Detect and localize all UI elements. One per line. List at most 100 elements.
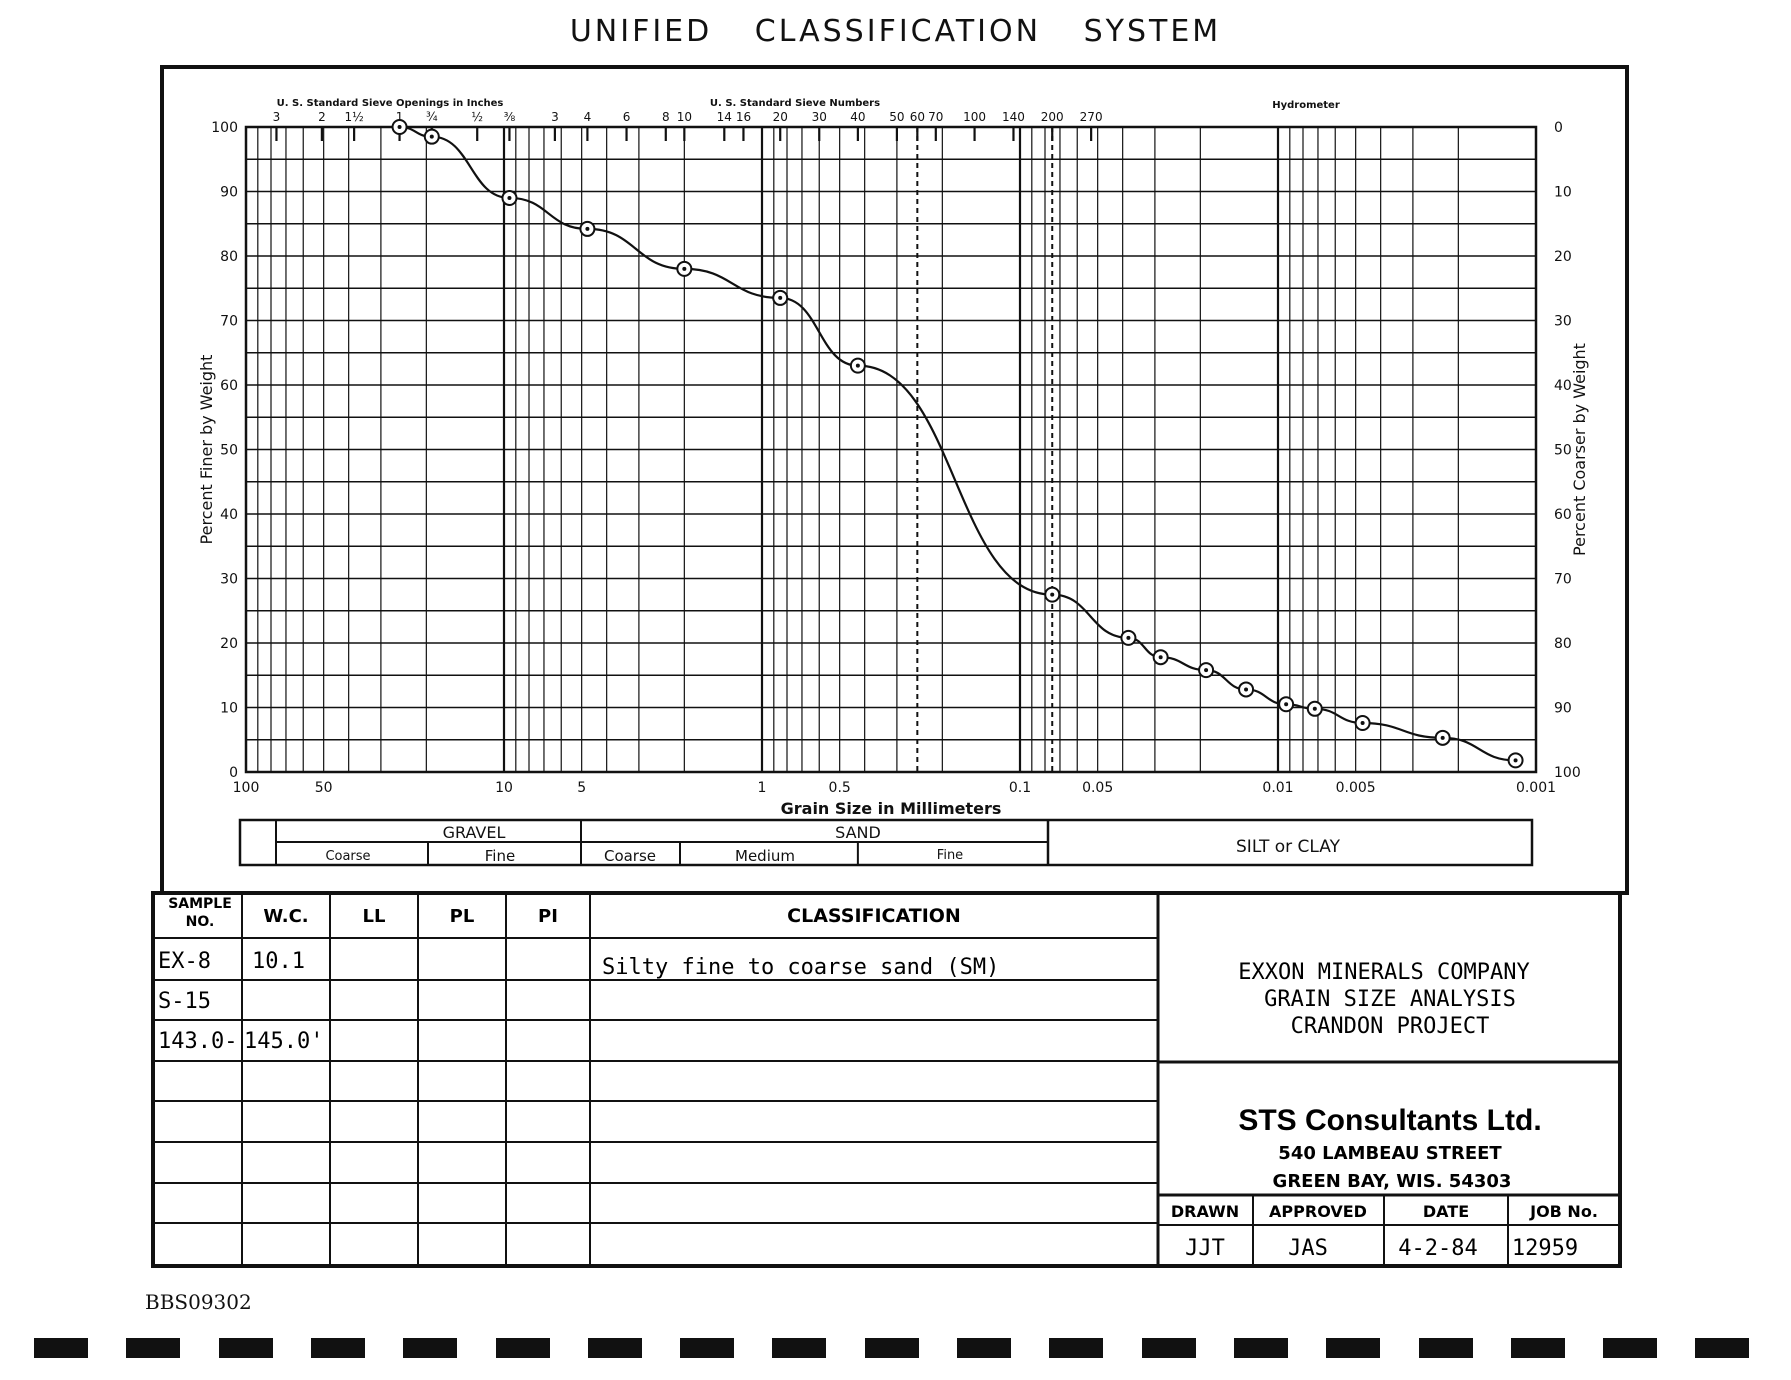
band-gravel-fine: Fine xyxy=(485,847,515,865)
row2-sample: S-15 xyxy=(158,989,211,1014)
row3-sample: 143.0- xyxy=(158,1029,237,1054)
header-wc: W.C. xyxy=(263,906,308,927)
x-tick-label: 0.001 xyxy=(1516,780,1556,796)
drawn-value: JJT xyxy=(1185,1236,1225,1261)
header-ll: LL xyxy=(363,906,386,927)
film-edge-mark xyxy=(310,1338,365,1358)
y-tick-label-right: 40 xyxy=(1554,378,1572,394)
band-gravel-label: GRAVEL xyxy=(443,823,506,842)
x-tick-label: 1 xyxy=(758,780,767,796)
y-tick-label: 30 xyxy=(220,572,238,588)
y-tick-label-right: 30 xyxy=(1554,314,1572,330)
top-axis-inches-label: U. S. Standard Sieve Openings in Inches xyxy=(277,98,504,109)
y-tick-label-right: 70 xyxy=(1554,572,1572,588)
top-axis-tick-label: ⅜ xyxy=(504,110,516,124)
x-tick-label: 5 xyxy=(577,780,586,796)
y-tick-label: 100 xyxy=(211,120,238,136)
top-axis-tick-label: 3 xyxy=(551,110,559,124)
film-edge-mark xyxy=(403,1338,458,1358)
data-point-center xyxy=(1158,655,1163,660)
header-pi: PI xyxy=(538,906,558,927)
classification-bands: GRAVEL Coarse Fine SAND Coarse Medium Fine SILT… xyxy=(238,818,1534,867)
top-axis-tick-label: 1 xyxy=(396,110,404,124)
top-axis-tick-label: 4 xyxy=(584,110,592,124)
data-point-center xyxy=(1440,735,1445,740)
film-edge-mark xyxy=(680,1338,735,1358)
band-sand-label: SAND xyxy=(835,823,881,842)
top-axis-tick-label: 1½ xyxy=(344,110,363,124)
data-point-center xyxy=(507,195,512,200)
document-id: BBS09302 xyxy=(145,1290,252,1314)
top-axis-tick-label: 60 xyxy=(910,110,925,124)
x-tick-label: 0.05 xyxy=(1082,780,1113,796)
data-point-center xyxy=(1513,758,1518,763)
data-point-center xyxy=(855,363,860,368)
band-sand-coarse: Coarse xyxy=(604,847,656,865)
x-tick-label: 0.5 xyxy=(829,780,851,796)
top-axis-tick-label: 10 xyxy=(677,110,692,124)
film-edge-mark xyxy=(1695,1338,1750,1358)
top-axis-tick-label: 200 xyxy=(1041,110,1064,124)
film-edge-mark xyxy=(495,1338,550,1358)
y-tick-label: 90 xyxy=(220,185,238,201)
data-point-center xyxy=(585,226,590,231)
y-tick-label-right: 0 xyxy=(1554,120,1563,136)
band-frame xyxy=(238,818,1534,867)
header-pl: PL xyxy=(450,906,475,927)
film-edge-mark xyxy=(1049,1338,1104,1358)
x-tick-label: 0.005 xyxy=(1336,780,1376,796)
data-point-center xyxy=(1312,706,1317,711)
y-tick-label-right: 60 xyxy=(1554,507,1572,523)
x-axis-label: Grain Size in Millimeters xyxy=(781,799,1002,818)
x-tick-label: 0.01 xyxy=(1262,780,1293,796)
top-axis-sieve-label: U. S. Standard Sieve Numbers xyxy=(710,98,880,109)
film-edge-mark xyxy=(864,1338,919,1358)
top-axis-tick-label: 140 xyxy=(1002,110,1025,124)
film-edge-mark xyxy=(218,1338,273,1358)
data-point-center xyxy=(1284,702,1289,707)
data-point-center xyxy=(1204,668,1209,673)
film-edge-mark xyxy=(126,1338,181,1358)
film-edge-mark xyxy=(1233,1338,1288,1358)
row3-wc: 145.0' xyxy=(244,1029,323,1054)
top-axis-tick-label: 20 xyxy=(773,110,788,124)
y-axis-label: Percent Finer by Weight xyxy=(197,355,216,545)
job-label: JOB No. xyxy=(1529,1202,1598,1221)
project-line3: CRANDON PROJECT xyxy=(1291,1014,1490,1039)
approved-value: JAS xyxy=(1288,1236,1328,1261)
data-point-center xyxy=(397,125,402,129)
film-edge-mark xyxy=(1603,1338,1658,1358)
top-axis-tick-label: 50 xyxy=(889,110,904,124)
y-tick-label-right: 100 xyxy=(1554,765,1581,781)
y-tick-label-right: 90 xyxy=(1554,701,1572,717)
film-edge-mark xyxy=(1326,1338,1381,1358)
top-axis-tick-label: 100 xyxy=(963,110,986,124)
top-axis-tick-label: 70 xyxy=(928,110,943,124)
data-point-center xyxy=(1360,720,1365,725)
x-tick-label: 100 xyxy=(233,780,260,796)
date-value: 4-2-84 xyxy=(1398,1236,1477,1261)
top-axis-tick-label: 16 xyxy=(736,110,751,124)
y-tick-label: 60 xyxy=(220,378,238,394)
project-line2: GRAIN SIZE ANALYSIS xyxy=(1264,987,1516,1012)
header-classification: CLASSIFICATION xyxy=(787,905,961,927)
row1-sample: EX-8 xyxy=(158,949,211,974)
row1-wc: 10.1 xyxy=(252,949,305,974)
data-point-center xyxy=(1244,687,1249,692)
y-axis-label-right: Percent Coarser by Weight xyxy=(1570,343,1589,556)
gradation-chart: 0102030405060708090100100908070605040302… xyxy=(197,98,1589,818)
top-axis-tick-label: 30 xyxy=(812,110,827,124)
data-point-center xyxy=(429,134,434,139)
row1-classification: Silty fine to coarse sand (SM) xyxy=(602,955,999,980)
top-axis-tick-label: 3 xyxy=(273,110,281,124)
top-axis-tick-label: 14 xyxy=(717,110,732,124)
y-tick-label-right: 50 xyxy=(1554,443,1572,459)
project-line1: EXXON MINERALS COMPANY xyxy=(1238,960,1529,985)
table-frame xyxy=(151,891,1622,1268)
y-tick-label: 50 xyxy=(220,443,238,459)
y-tick-label: 0 xyxy=(229,765,238,781)
job-value: 12959 xyxy=(1512,1236,1578,1261)
y-tick-label: 80 xyxy=(220,249,238,265)
top-axis-tick-label: ¾ xyxy=(426,110,438,124)
film-edge-mark xyxy=(772,1338,827,1358)
